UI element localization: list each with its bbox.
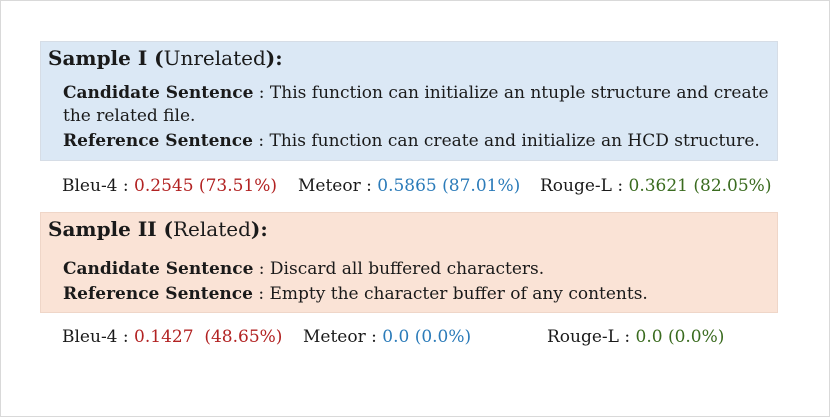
sample-1-candidate-line-1: Candidate Sentence : This function can i…: [63, 82, 769, 104]
sample-1-candidate-label: Candidate Sentence: [63, 83, 254, 103]
sample-2-bleu-value: 0.1427 (48.65%): [134, 327, 283, 347]
sample-2-title-category: Related: [172, 217, 251, 241]
sample-2-title-end: ):: [250, 217, 268, 241]
sample-1-meteor-value: 0.5865 (87.01%): [377, 176, 521, 196]
sample-2-candidate-line: Candidate Sentence : Discard all buffere…: [63, 258, 544, 280]
sample-1-meteor-label: Meteor :: [298, 176, 378, 196]
sample-2-candidate-label: Candidate Sentence: [63, 259, 254, 279]
sample-1-reference-text: : This function can create and initializ…: [252, 131, 760, 151]
sample-1-candidate-text-2: the related file.: [63, 106, 196, 126]
sample-1-reference-line: Reference Sentence : This function can c…: [63, 130, 760, 152]
sample-2-reference-line: Reference Sentence : Empty the character…: [63, 283, 648, 305]
sample-2-bleu: Bleu-4 : 0.1427 (48.65%): [62, 327, 282, 347]
sample-1-bleu: Bleu-4 : 0.2545 (73.51%): [62, 176, 277, 196]
sample-1-meteor: Meteor : 0.5865 (87.01%): [298, 176, 520, 196]
sample-1-rouge-label: Rouge-L :: [540, 176, 629, 196]
sample-1-bleu-value: 0.2545 (73.51%): [134, 176, 278, 196]
sample-2-box: Sample II (Related): Candidate Sentence …: [40, 212, 778, 313]
sample-2-reference-label: Reference Sentence: [63, 284, 253, 304]
sample-1-rouge-value: 0.3621 (82.05%): [628, 176, 772, 196]
sample-1-candidate-line-2: the related file.: [63, 105, 195, 127]
sample-2-rouge-label: Rouge-L :: [547, 327, 636, 347]
sample-1-rouge: Rouge-L : 0.3621 (82.05%): [540, 176, 771, 196]
sample-2-title-bold: Sample II (: [48, 217, 173, 241]
sample-2-rouge-value: 0.0 (0.0%): [635, 327, 725, 347]
sample-1-bleu-label: Bleu-4 :: [62, 176, 135, 196]
sample-1-candidate-text-1: : This function can initialize an ntuple…: [253, 83, 769, 103]
sample-2-bleu-label: Bleu-4 :: [62, 327, 135, 347]
sample-1-title-end: ):: [265, 46, 283, 70]
sample-2-title: Sample II (Related):: [48, 217, 268, 241]
sample-1-title: Sample I (Unrelated):: [48, 46, 283, 70]
sample-1-box: Sample I (Unrelated): Candidate Sentence…: [40, 41, 778, 161]
sample-1-reference-label: Reference Sentence: [63, 131, 253, 151]
sample-2-rouge: Rouge-L : 0.0 (0.0%): [547, 327, 724, 347]
sample-2-meteor-value: 0.0 (0.0%): [382, 327, 472, 347]
sample-1-title-bold: Sample I (: [48, 46, 164, 70]
sample-2-reference-text: : Empty the character buffer of any cont…: [252, 284, 648, 304]
sample-2-meteor-label: Meteor :: [303, 327, 383, 347]
sample-2-meteor: Meteor : 0.0 (0.0%): [303, 327, 471, 347]
sample-1-title-category: Unrelated: [163, 46, 266, 70]
sample-2-candidate-text: : Discard all buffered characters.: [253, 259, 545, 279]
